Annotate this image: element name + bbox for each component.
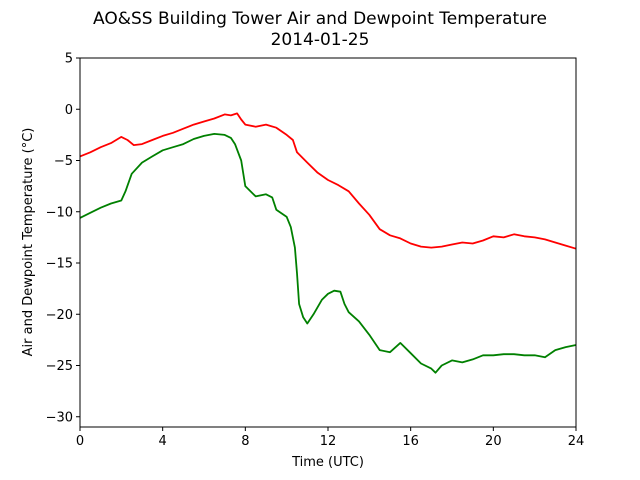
x-tick-label: 24 bbox=[568, 434, 585, 449]
x-tick-label: 20 bbox=[485, 434, 502, 449]
y-axis-label: Air and Dewpoint Temperature (°C) bbox=[21, 128, 36, 357]
x-axis-label: Time (UTC) bbox=[291, 455, 364, 470]
y-tick-label: −30 bbox=[46, 410, 73, 425]
y-axis: 5 0 −5 −10 −15 −20 −25 −30 bbox=[46, 52, 80, 425]
y-tick-label: −5 bbox=[54, 154, 73, 169]
y-tick-label: 0 bbox=[65, 103, 73, 118]
chart-title: AO&SS Building Tower Air and Dewpoint Te… bbox=[93, 9, 547, 29]
x-tick-label: 16 bbox=[402, 434, 419, 449]
x-tick-label: 8 bbox=[241, 434, 249, 449]
y-tick-label: 5 bbox=[65, 52, 73, 67]
x-tick-label: 0 bbox=[76, 434, 84, 449]
dewpoint-temperature-line bbox=[79, 132, 577, 374]
x-axis: 0 4 8 12 16 20 24 bbox=[76, 427, 584, 449]
x-tick-label: 12 bbox=[320, 434, 337, 449]
series-layer bbox=[79, 112, 577, 374]
y-tick-label: −25 bbox=[46, 359, 73, 374]
air-temperature-line bbox=[79, 112, 577, 250]
x-tick-label: 4 bbox=[159, 434, 167, 449]
y-tick-label: −20 bbox=[46, 308, 73, 323]
y-tick-label: −15 bbox=[46, 257, 73, 272]
y-tick-label: −10 bbox=[46, 205, 73, 220]
chart-subtitle: 2014-01-25 bbox=[271, 30, 370, 50]
